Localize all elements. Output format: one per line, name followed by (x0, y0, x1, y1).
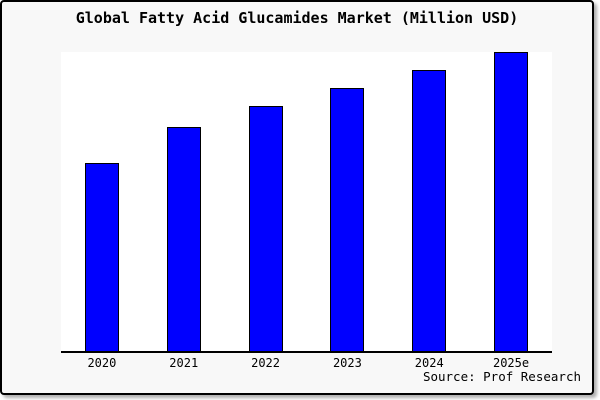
bar-column-2023 (306, 52, 388, 351)
bars-container (61, 52, 552, 351)
bar-2025e (494, 52, 529, 351)
x-tick-2024: 2024 (414, 356, 444, 370)
x-tick-2023: 2023 (332, 356, 362, 370)
x-tick-2021: 2021 (169, 356, 199, 370)
chart-title: Global Fatty Acid Glucamides Market (Mil… (75, 9, 519, 27)
bar-2021 (166, 126, 201, 351)
x-tick-2022: 2022 (251, 356, 281, 370)
x-tick-2020: 2020 (87, 356, 117, 370)
bar-column-2025e (470, 52, 552, 351)
x-axis-labels: 2020 2021 2022 2023 2024 2025e (61, 356, 552, 370)
bar-2023 (330, 87, 365, 351)
chart-frame: Global Fatty Acid Glucamides Market (Mil… (0, 0, 594, 395)
bar-column-2020 (61, 52, 143, 351)
source-credit: Source: Prof Research (422, 369, 581, 384)
bar-column-2021 (143, 52, 225, 351)
plot-area (61, 52, 552, 353)
bar-column-2022 (225, 52, 307, 351)
bar-2024 (412, 69, 447, 351)
bar-column-2024 (388, 52, 470, 351)
bar-2020 (84, 162, 119, 351)
x-tick-2025e: 2025e (492, 356, 530, 370)
bar-2022 (248, 105, 283, 351)
